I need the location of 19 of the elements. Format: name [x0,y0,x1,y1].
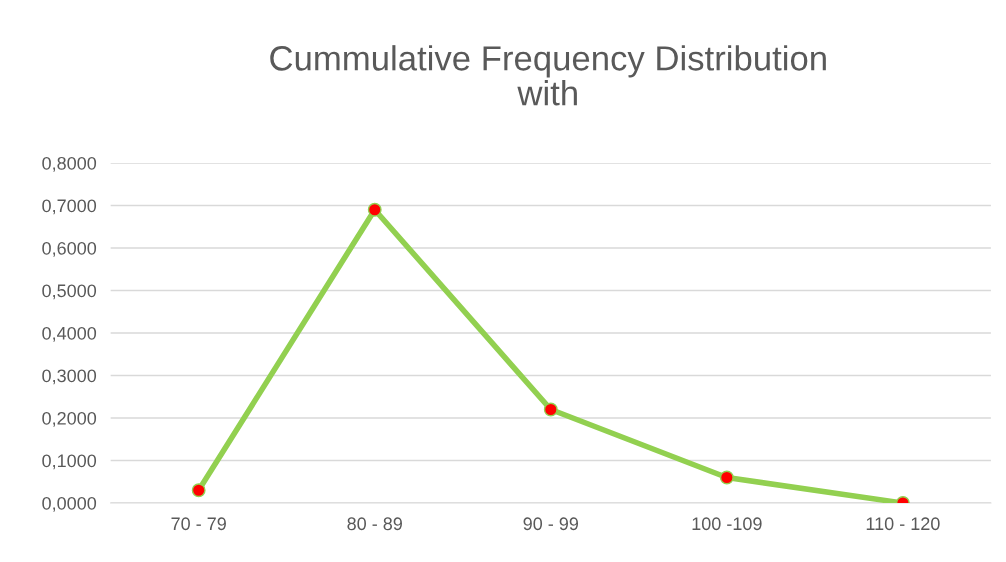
chart-title: Cummulative Frequency Distribution with [270,45,826,106]
point [367,202,382,217]
point [543,402,558,417]
x-tick-label: 70 - 79 [171,517,226,531]
y-tick-label: 0,6000 [42,241,97,257]
point [191,483,206,498]
x-tick-label: 80 - 89 [347,517,402,531]
point [719,470,734,485]
x-tick-label: 100 -109 [692,517,762,531]
y-tick-label: 0,1000 [42,454,97,470]
y-tick-label: 0,3000 [42,369,97,385]
y-tick-label: 0,8000 [42,156,97,172]
y-tick-label: 0,7000 [42,199,97,215]
x-tick-label: 90 - 99 [523,517,579,531]
y-tick-label: 0,2000 [42,411,97,427]
x-tick-label: 110 - 120 [866,517,940,531]
y-tick-label: 0,4000 [42,326,97,342]
y-tick-label: 0,0000 [42,496,97,512]
y-tick-label: 0,5000 [42,284,97,300]
